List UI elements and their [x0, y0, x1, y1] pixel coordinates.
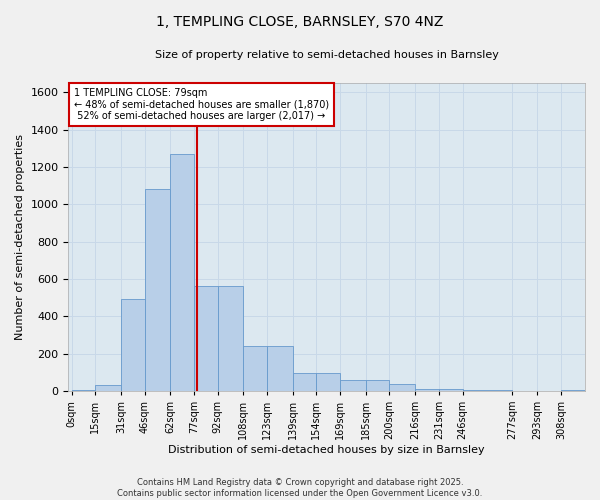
Bar [365, 380, 389, 391]
Bar [561, 390, 585, 391]
Bar [218, 286, 243, 391]
Bar [121, 300, 145, 391]
Title: Size of property relative to semi-detached houses in Barnsley: Size of property relative to semi-detach… [155, 50, 499, 60]
Bar [415, 389, 439, 391]
Bar [389, 384, 415, 391]
X-axis label: Distribution of semi-detached houses by size in Barnsley: Distribution of semi-detached houses by … [169, 445, 485, 455]
Bar [316, 373, 340, 391]
Bar [340, 380, 365, 391]
Bar [267, 346, 293, 391]
Bar [463, 390, 512, 391]
Bar [71, 390, 95, 391]
Text: Contains HM Land Registry data © Crown copyright and database right 2025.
Contai: Contains HM Land Registry data © Crown c… [118, 478, 482, 498]
Y-axis label: Number of semi-detached properties: Number of semi-detached properties [15, 134, 25, 340]
Text: 1, TEMPLING CLOSE, BARNSLEY, S70 4NZ: 1, TEMPLING CLOSE, BARNSLEY, S70 4NZ [157, 15, 443, 29]
Bar [145, 190, 170, 391]
Text: 1 TEMPLING CLOSE: 79sqm
← 48% of semi-detached houses are smaller (1,870)
 52% o: 1 TEMPLING CLOSE: 79sqm ← 48% of semi-de… [74, 88, 329, 121]
Bar [243, 346, 267, 391]
Bar [95, 386, 121, 391]
Bar [293, 373, 316, 391]
Bar [194, 286, 218, 391]
Bar [439, 389, 463, 391]
Bar [170, 154, 194, 391]
